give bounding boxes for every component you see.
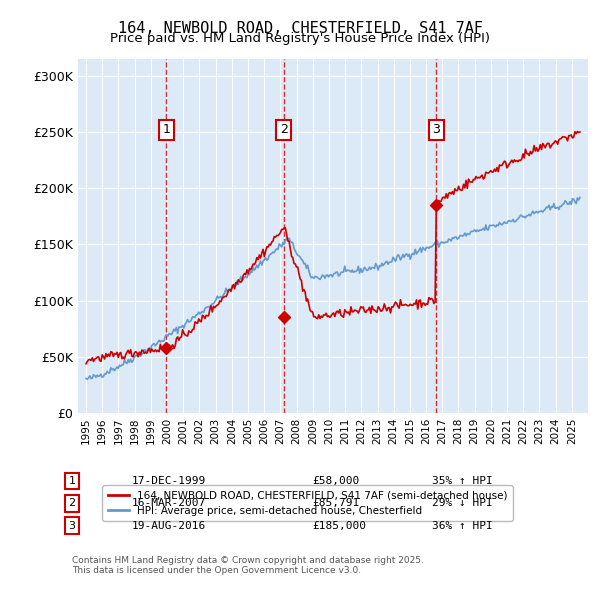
Text: 1: 1: [68, 476, 76, 486]
Text: 3: 3: [68, 521, 76, 530]
Text: Price paid vs. HM Land Registry's House Price Index (HPI): Price paid vs. HM Land Registry's House …: [110, 32, 490, 45]
Text: 19-AUG-2016: 19-AUG-2016: [132, 521, 206, 530]
Text: 35% ↑ HPI: 35% ↑ HPI: [432, 476, 493, 486]
Text: £185,000: £185,000: [312, 521, 366, 530]
Text: 3: 3: [433, 123, 440, 136]
Text: 36% ↑ HPI: 36% ↑ HPI: [432, 521, 493, 530]
Text: 16-MAR-2007: 16-MAR-2007: [132, 499, 206, 508]
Text: Contains HM Land Registry data © Crown copyright and database right 2025.
This d: Contains HM Land Registry data © Crown c…: [72, 556, 424, 575]
Text: 29% ↓ HPI: 29% ↓ HPI: [432, 499, 493, 508]
Text: 17-DEC-1999: 17-DEC-1999: [132, 476, 206, 486]
Text: £85,791: £85,791: [312, 499, 359, 508]
Text: 164, NEWBOLD ROAD, CHESTERFIELD, S41 7AF: 164, NEWBOLD ROAD, CHESTERFIELD, S41 7AF: [118, 21, 482, 35]
Legend: 164, NEWBOLD ROAD, CHESTERFIELD, S41 7AF (semi-detached house), HPI: Average pri: 164, NEWBOLD ROAD, CHESTERFIELD, S41 7AF…: [103, 486, 512, 521]
Text: 2: 2: [68, 499, 76, 508]
Text: 2: 2: [280, 123, 288, 136]
Text: 1: 1: [163, 123, 170, 136]
Text: £58,000: £58,000: [312, 476, 359, 486]
